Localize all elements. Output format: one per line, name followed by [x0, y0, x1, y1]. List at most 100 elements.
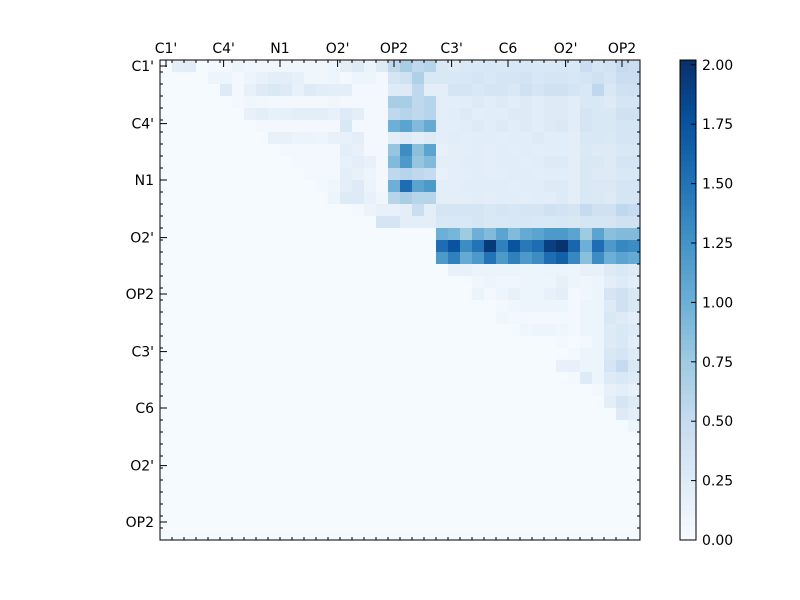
heatmap-cell — [292, 468, 305, 481]
heatmap-cell — [160, 348, 173, 361]
heatmap-cell — [592, 492, 605, 505]
heatmap-cell — [220, 144, 233, 157]
heatmap-cell — [280, 432, 293, 445]
heatmap-cell — [268, 84, 281, 97]
heatmap-cell — [568, 84, 581, 97]
heatmap-cell — [304, 360, 317, 373]
heatmap-cell — [208, 120, 221, 133]
heatmap-cell — [208, 180, 221, 193]
heatmap-cell — [604, 348, 617, 361]
heatmap-cell — [616, 324, 629, 337]
heatmap-cell — [568, 60, 581, 73]
heatmap-cell — [508, 240, 521, 253]
heatmap-cell — [556, 432, 569, 445]
heatmap-cell — [556, 528, 569, 541]
heatmap-cell — [184, 108, 197, 121]
colorbar-segment — [680, 285, 696, 291]
heatmap-cell — [160, 180, 173, 193]
heatmap-cell — [292, 216, 305, 229]
heatmap-cell — [232, 96, 245, 109]
heatmap-cell — [364, 132, 377, 145]
heatmap-cell — [400, 240, 413, 253]
heatmap-cell — [256, 528, 269, 541]
heatmap-cell — [388, 300, 401, 313]
heatmap-cell — [496, 228, 509, 241]
heatmap-cell — [628, 216, 641, 229]
heatmap-cell — [160, 384, 173, 397]
heatmap-cell — [280, 60, 293, 73]
heatmap-cell — [256, 408, 269, 421]
heatmap-cell — [388, 348, 401, 361]
heatmap-cell — [328, 384, 341, 397]
heatmap-cell — [352, 156, 365, 169]
heatmap-cell — [448, 492, 461, 505]
colorbar-segment — [680, 60, 696, 66]
heatmap-cell — [220, 156, 233, 169]
heatmap-cell — [232, 228, 245, 241]
heatmap-cell — [352, 432, 365, 445]
heatmap-cell — [376, 276, 389, 289]
heatmap-cell — [580, 336, 593, 349]
heatmap-cell — [424, 264, 437, 277]
heatmap-cell — [592, 96, 605, 109]
heatmap-cell — [160, 312, 173, 325]
heatmap-cell — [304, 264, 317, 277]
heatmap-cell — [352, 420, 365, 433]
heatmap-cell — [220, 468, 233, 481]
heatmap-cell — [340, 96, 353, 109]
heatmap-cell — [160, 264, 173, 277]
heatmap-cell — [196, 348, 209, 361]
heatmap-cell — [232, 72, 245, 85]
heatmap-cell — [592, 468, 605, 481]
heatmap-cell — [400, 444, 413, 457]
heatmap-cell — [292, 408, 305, 421]
heatmap-cell — [328, 396, 341, 409]
heatmap-cell — [316, 168, 329, 181]
heatmap-cell — [532, 516, 545, 529]
heatmap-cell — [388, 228, 401, 241]
heatmap-cell — [448, 468, 461, 481]
x-tick-label: C3' — [440, 41, 463, 57]
heatmap-cell — [472, 372, 485, 385]
heatmap-cell — [268, 156, 281, 169]
colorbar-segment — [680, 105, 696, 111]
heatmap-cell — [424, 288, 437, 301]
heatmap-cell — [592, 348, 605, 361]
heatmap-cell — [208, 132, 221, 145]
heatmap-cell — [196, 144, 209, 157]
heatmap-cell — [592, 384, 605, 397]
heatmap-cell — [220, 528, 233, 541]
heatmap-cell — [568, 204, 581, 217]
heatmap-cell — [520, 288, 533, 301]
heatmap-cell — [232, 216, 245, 229]
heatmap-cell — [424, 72, 437, 85]
heatmap-cell — [400, 504, 413, 517]
heatmap-cell — [436, 228, 449, 241]
heatmap-cell — [460, 516, 473, 529]
heatmap-cell — [580, 72, 593, 85]
heatmap-cell — [376, 432, 389, 445]
heatmap-cell — [556, 216, 569, 229]
heatmap-cell — [484, 420, 497, 433]
heatmap-cell — [544, 396, 557, 409]
heatmap-cell — [232, 204, 245, 217]
heatmap-cell — [412, 108, 425, 121]
heatmap-cell — [316, 456, 329, 469]
heatmap-cell — [508, 120, 521, 133]
heatmap-cell — [412, 192, 425, 205]
heatmap-cell — [280, 492, 293, 505]
heatmap-cell — [616, 144, 629, 157]
heatmap-cell — [304, 468, 317, 481]
heatmap-cell — [532, 348, 545, 361]
heatmap-cell — [184, 516, 197, 529]
heatmap-cell — [568, 300, 581, 313]
heatmap-cell — [544, 84, 557, 97]
heatmap-cell — [388, 324, 401, 337]
heatmap-cell — [244, 432, 257, 445]
heatmap-cell — [184, 72, 197, 85]
heatmap-cell — [472, 60, 485, 73]
colorbar-segment — [680, 360, 696, 366]
heatmap-cell — [412, 252, 425, 265]
heatmap-cell — [544, 348, 557, 361]
colorbar-segment — [680, 470, 696, 476]
